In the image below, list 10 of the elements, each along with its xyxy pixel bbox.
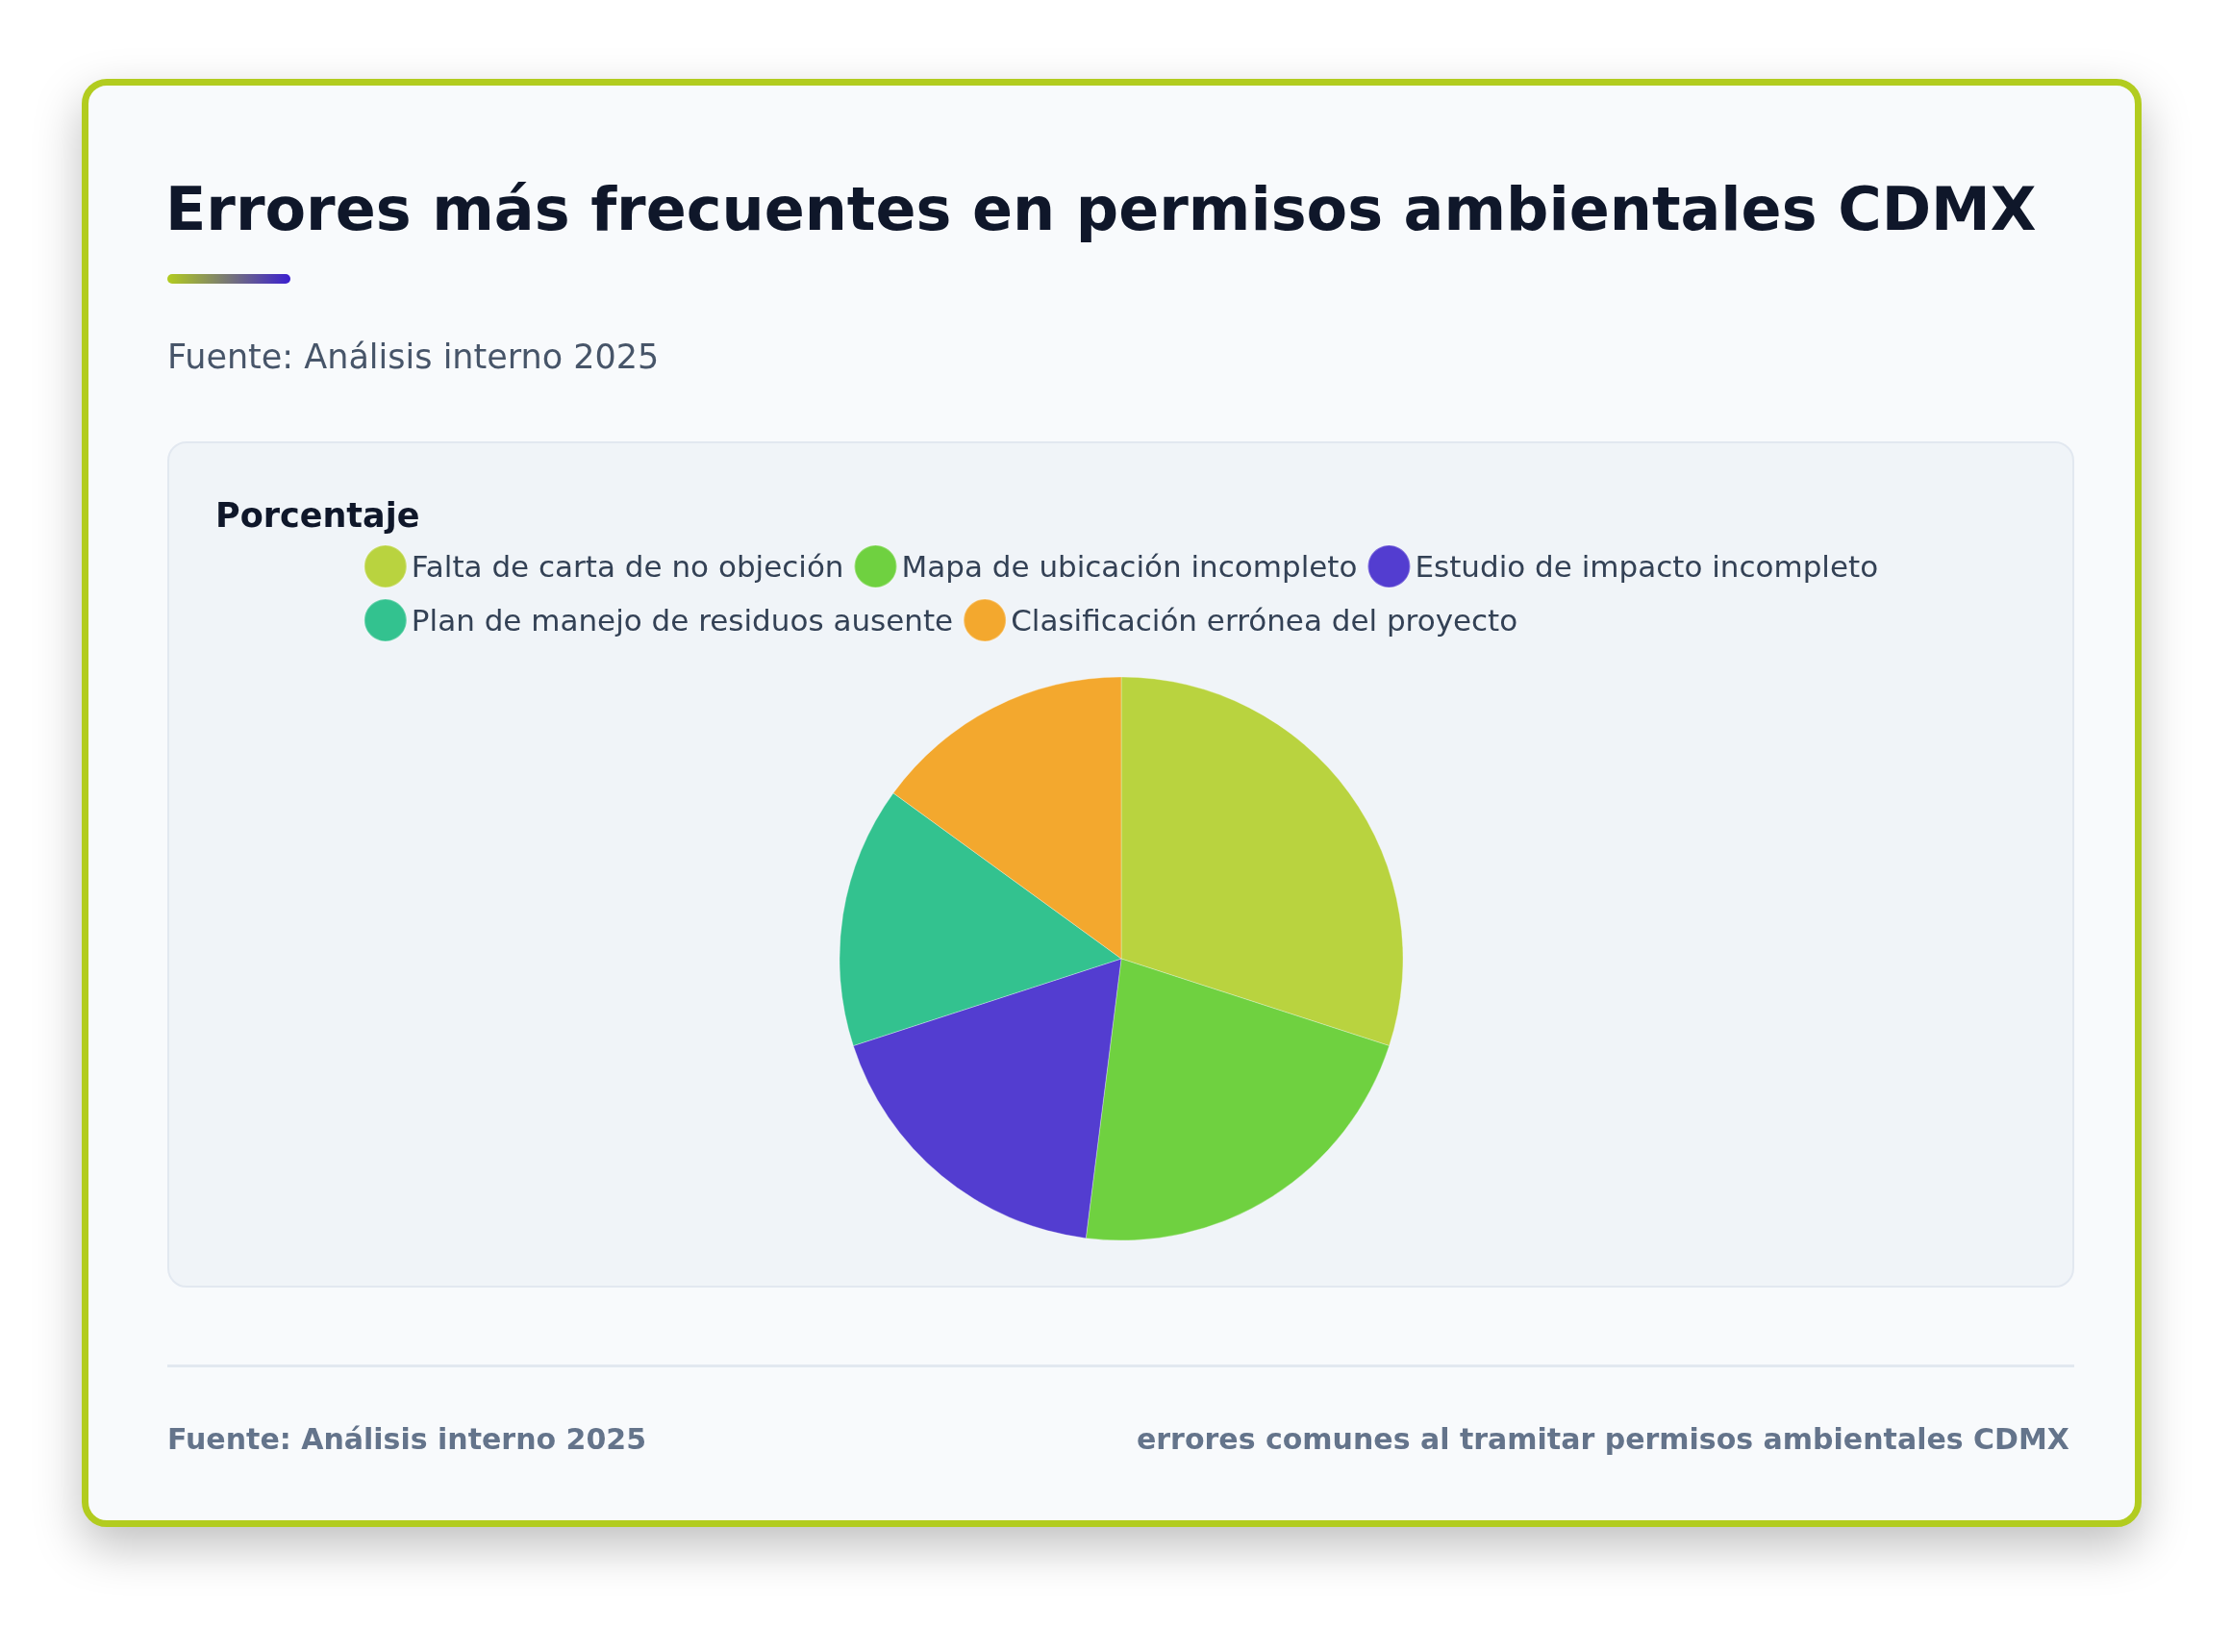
legend-label: Estudio de impacto incompleto <box>1415 549 1879 584</box>
legend-label: Clasificación errónea del proyecto <box>1011 603 1518 638</box>
legend-label: Plan de manejo de residuos ausente <box>411 603 954 638</box>
chart-subtitle: Fuente: Análisis interno 2025 <box>167 338 660 376</box>
source-note: Fuente: Análisis interno 2025 <box>167 1422 647 1456</box>
legend-label: Mapa de ubicación incompleto <box>901 549 1358 584</box>
legend-label: Falta de carta de no objeción <box>411 549 844 584</box>
chart-title: Errores más frecuentes en permisos ambientales CDMX <box>165 174 2037 244</box>
legend-title: Porcentaje <box>215 496 420 535</box>
text: errores comunes al tramitar permisos ambientales CDMX <box>1136 1422 2069 1456</box>
